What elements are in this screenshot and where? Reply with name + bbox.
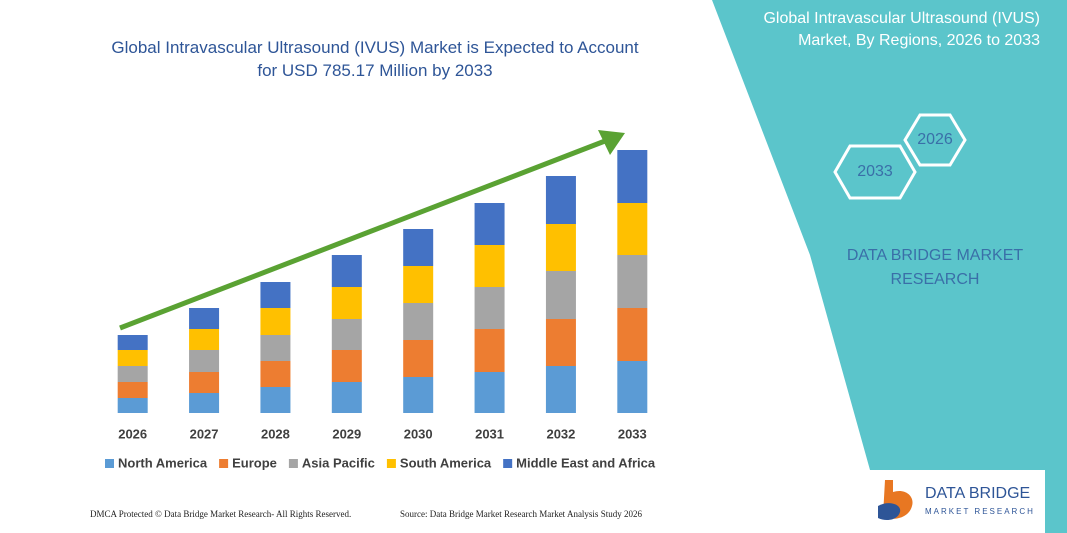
title-box: Global Intravascular Ultrasound (IVUS) M…	[111, 38, 639, 80]
bar-segment	[474, 245, 505, 287]
hexagon	[833, 144, 917, 200]
legend-label: North America	[118, 455, 208, 470]
x-tick-label: 2027	[190, 426, 219, 441]
bar-segment	[189, 372, 220, 393]
bar-segment	[117, 398, 148, 413]
bar-segment	[617, 203, 648, 255]
brand-text: DATA BRIDGE MARKET RESEARCH	[846, 247, 1024, 288]
bar-segment	[331, 382, 362, 413]
bar-segment	[331, 350, 362, 382]
x-tick-label: 2030	[404, 426, 433, 441]
hexagon-label: 2026	[917, 131, 953, 148]
bar-segment	[403, 377, 434, 413]
bar-segment	[117, 382, 148, 398]
bar-segment	[260, 387, 291, 413]
bar-segment	[403, 340, 434, 377]
panel-title: Global Intravascular Ultrasound (IVUS) M…	[763, 10, 1040, 49]
hexagon	[903, 113, 967, 167]
logo-name: DATA BRIDGE	[925, 485, 1030, 502]
bar-segment	[189, 393, 220, 413]
chart-title: Global Intravascular Ultrasound (IVUS) M…	[111, 38, 639, 80]
bar-segment	[260, 361, 291, 387]
x-tick-label: 2032	[546, 426, 575, 441]
legend-swatch	[288, 459, 298, 468]
x-tick-label: 2026	[118, 426, 147, 441]
trend-arrow	[119, 138, 606, 331]
logo-mark	[878, 503, 901, 520]
bar-segment	[545, 319, 576, 366]
bar-segment	[117, 350, 148, 366]
bar-segment	[545, 224, 576, 271]
bar-segment	[331, 255, 362, 287]
bar-segment	[474, 203, 505, 245]
legend-swatch	[386, 459, 396, 468]
brand-box: DATA BRIDGE MARKET RESEARCH	[846, 247, 1024, 288]
x-tick-label: 2031	[475, 426, 504, 441]
bar-segment	[617, 361, 648, 413]
bar-segment	[403, 266, 434, 303]
bar-segment	[331, 287, 362, 319]
legend-swatch	[105, 459, 114, 468]
bar-segment	[331, 319, 362, 350]
footer-source: Source: Data Bridge Market Research Mark…	[400, 509, 642, 519]
arrow-head	[598, 130, 625, 155]
hexagon-label: 2033	[857, 163, 893, 180]
bar-segment	[545, 366, 576, 413]
bar-segment	[189, 350, 220, 372]
side-panel	[712, 0, 1067, 533]
logo-tagline: MARKET RESEARCH	[925, 507, 1035, 516]
bar-segment	[403, 229, 434, 266]
bar-segment	[260, 308, 291, 335]
bar-segment	[545, 271, 576, 319]
x-tick-label: 2033	[618, 426, 647, 441]
x-tick-label: 2028	[261, 426, 290, 441]
legend-swatch	[503, 459, 513, 468]
bar-segment	[545, 176, 576, 224]
footer-dmca: DMCA Protected © Data Bridge Market Rese…	[90, 509, 351, 519]
legend-label: South America	[400, 455, 492, 470]
legend-label: Middle East and Africa	[516, 455, 656, 470]
bar-segment	[117, 366, 148, 382]
bar-segment	[617, 308, 648, 361]
legend-swatch	[219, 459, 229, 468]
bar-segment	[117, 335, 148, 350]
bar-segment	[474, 287, 505, 329]
bar-segment	[474, 329, 505, 372]
bar-segment	[260, 335, 291, 361]
bar-segment	[617, 255, 648, 308]
legend-label: Europe	[232, 455, 277, 470]
x-tick-label: 2029	[332, 426, 361, 441]
bar-segment	[260, 282, 291, 308]
legend-label: Asia Pacific	[302, 455, 375, 470]
bar-segment	[403, 303, 434, 340]
panel-title-box: Global Intravascular Ultrasound (IVUS) M…	[763, 10, 1040, 49]
bar-segment	[474, 372, 505, 413]
bar-segment	[617, 150, 648, 203]
bar-segment	[189, 329, 220, 350]
bar-segment	[189, 308, 220, 329]
